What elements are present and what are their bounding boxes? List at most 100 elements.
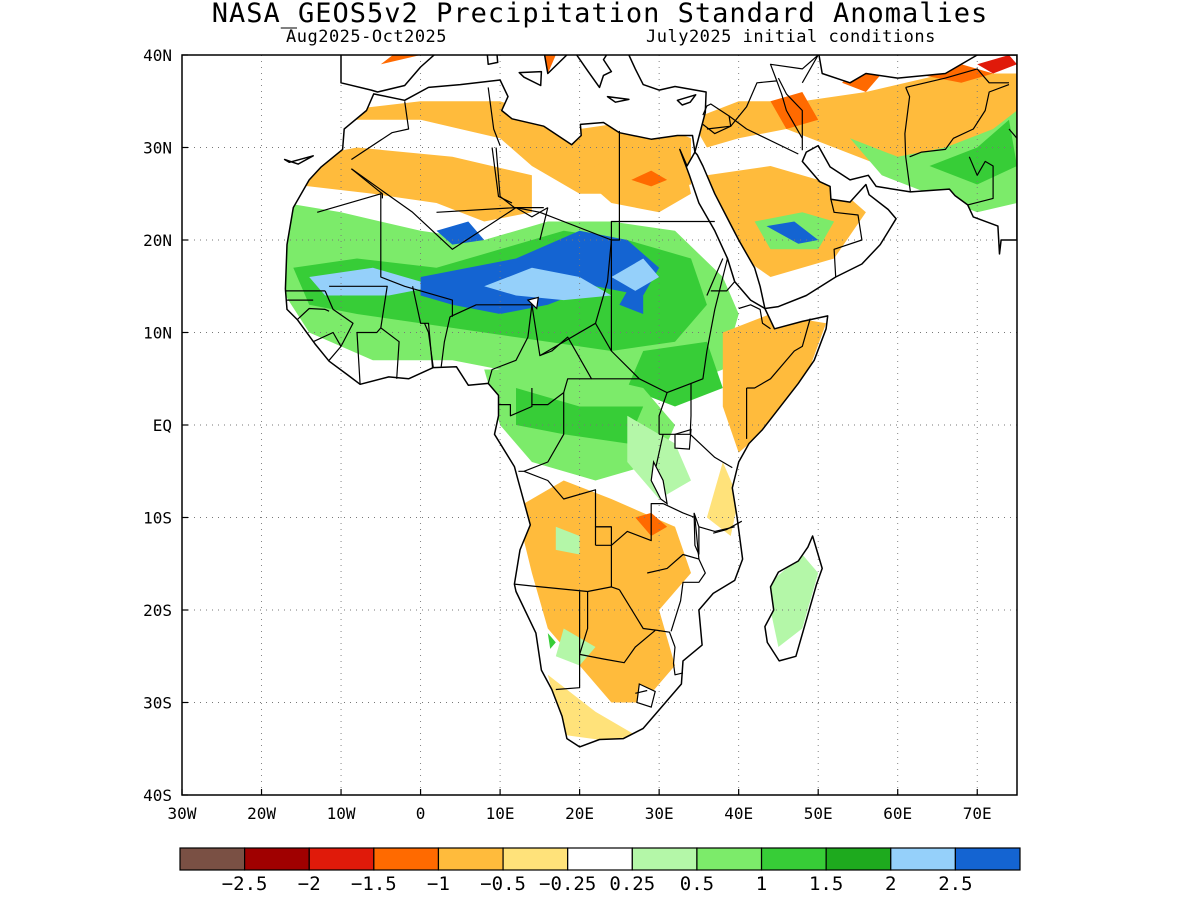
border-line [702, 115, 732, 135]
anomaly-patch [631, 170, 668, 187]
border-line [356, 327, 400, 385]
colorbar-label: −0.25 [539, 873, 596, 895]
coastline [676, 94, 697, 106]
coastline [283, 155, 314, 165]
border-line [595, 544, 612, 587]
lon-tick-label: 30W [168, 804, 197, 823]
colorbar-swatch [502, 847, 569, 871]
anomaly-patch [766, 221, 819, 244]
anomaly-patch [555, 628, 596, 666]
anomaly-patch [770, 92, 819, 129]
lon-tick-label: 60E [883, 804, 912, 823]
colorbar-label: 0.25 [609, 873, 655, 895]
coastline [606, 95, 630, 103]
anomaly-patch [691, 73, 1017, 166]
border-line [351, 168, 620, 250]
border-line [312, 331, 342, 347]
colorbar-swatch [696, 847, 763, 871]
colorbar-swatch [244, 847, 310, 871]
anomaly-patch [547, 674, 644, 742]
border-line [909, 84, 1010, 158]
border-line [777, 77, 803, 139]
anomaly-patch [770, 554, 819, 647]
border-line [967, 156, 994, 206]
border-line [491, 147, 513, 204]
border-line [351, 101, 410, 161]
border-line [1008, 128, 1017, 139]
border-line [658, 392, 668, 435]
border-line [539, 207, 549, 241]
colorbar-swatch [890, 847, 956, 871]
border-line [579, 591, 589, 655]
anomaly-patch [611, 258, 660, 291]
country-borders [285, 55, 1017, 694]
border-line [487, 87, 501, 146]
lake [636, 683, 656, 708]
colorbar-label: 2.5 [938, 873, 972, 895]
lat-tick-label: 10N [143, 324, 172, 343]
border-line [329, 285, 388, 328]
lon-tick-label: 20E [565, 804, 594, 823]
border-line [498, 388, 533, 417]
lat-tick-label: 10S [143, 509, 172, 528]
border-line [436, 207, 549, 218]
colorbar-swatch [179, 847, 246, 871]
anomaly-patch [913, 64, 994, 83]
border-line [702, 103, 799, 155]
lon-tick-label: 0 [416, 804, 426, 823]
coastlines [283, 55, 1017, 748]
border-line [523, 392, 565, 472]
colorbar-label: 1.5 [809, 873, 843, 895]
coastline [518, 70, 543, 87]
lat-tick-label: EQ [153, 416, 172, 435]
lon-tick-label: 20W [247, 804, 276, 823]
chart-title: NASA_GEOS5v2 Precipitation Standard Anom… [211, 0, 989, 29]
lon-tick-label: 70E [963, 804, 992, 823]
lon-tick-label: 40E [724, 804, 753, 823]
lon-tick-label: 10W [327, 804, 356, 823]
coastline [284, 79, 829, 748]
border-line [296, 307, 330, 321]
coastline [628, 55, 1017, 310]
anomaly-patch [436, 221, 485, 245]
border-line [440, 316, 451, 367]
border-line [449, 304, 533, 384]
colorbar-label: −0.5 [480, 873, 526, 895]
lat-tick-label: 30N [143, 139, 172, 158]
border-line [904, 87, 911, 192]
colorbar: −2.5 −2 −1.5 −1 −0.5 −0.25 0.25 0.5 1 1.5 2 2.5 [179, 847, 1021, 895]
colorbar-swatch [437, 847, 504, 871]
colorbar-swatch [954, 847, 1021, 871]
colorbar-swatch [567, 847, 633, 871]
anomaly-patch [977, 55, 1017, 74]
coastline [764, 535, 823, 662]
colorbar-label: 1 [756, 873, 767, 895]
border-line [713, 520, 743, 534]
lon-tick-label: 30E [645, 804, 674, 823]
lat-tick-label: 20S [143, 601, 172, 620]
border-line [618, 589, 676, 648]
colorbar-swatch [825, 847, 892, 871]
border-line [672, 646, 684, 676]
border-line [706, 258, 724, 296]
lon-tick-label: 50E [804, 804, 833, 823]
anomaly-patch [555, 526, 580, 555]
border-line [495, 147, 544, 209]
lake [650, 460, 668, 505]
anomaly-patch [850, 110, 1017, 213]
colorbar-label: −2.5 [222, 873, 268, 895]
border-line [689, 383, 692, 435]
anomaly-patch [929, 119, 1017, 185]
anomaly-patch [627, 341, 723, 407]
anomaly-patch [619, 290, 644, 314]
colorbar-swatch [308, 847, 375, 871]
border-line [830, 199, 863, 278]
border-line [710, 281, 736, 292]
border-line [670, 558, 706, 632]
border-line [659, 433, 733, 469]
colorbar-label: −2 [298, 873, 321, 895]
anomaly-patch [293, 147, 532, 222]
border-line [317, 193, 453, 317]
colorbar-label: −1.5 [351, 873, 397, 895]
colorbar-swatch [373, 847, 440, 871]
